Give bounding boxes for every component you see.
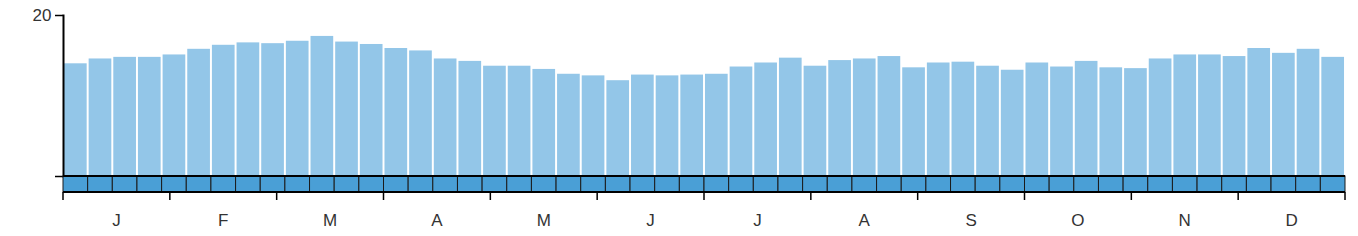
svg-text:J: J xyxy=(646,211,655,230)
svg-text:J: J xyxy=(753,211,762,230)
svg-text:O: O xyxy=(1071,211,1084,230)
svg-text:S: S xyxy=(965,211,976,230)
svg-text:M: M xyxy=(537,211,551,230)
svg-text:M: M xyxy=(323,211,337,230)
svg-text:N: N xyxy=(1179,211,1191,230)
svg-text:D: D xyxy=(1285,211,1297,230)
svg-text:F: F xyxy=(218,211,228,230)
svg-text:A: A xyxy=(431,211,443,230)
svg-text:A: A xyxy=(859,211,871,230)
svg-text:J: J xyxy=(112,211,121,230)
svg-text:20: 20 xyxy=(33,6,52,25)
